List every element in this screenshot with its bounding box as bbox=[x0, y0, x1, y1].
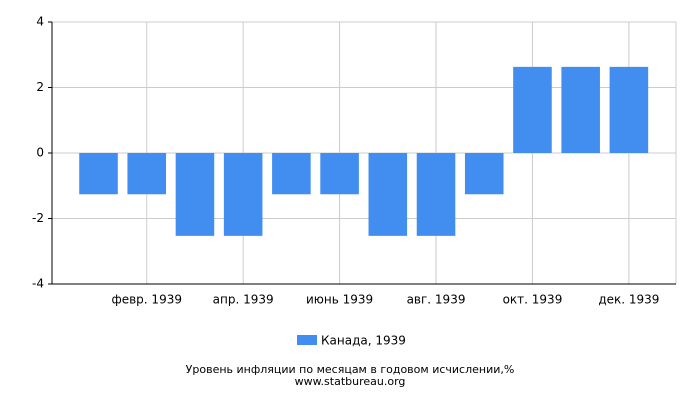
legend-label: Канада, 1939 bbox=[321, 334, 406, 348]
y-tick-label: 4 bbox=[36, 15, 44, 29]
legend-swatch bbox=[297, 335, 317, 345]
bar bbox=[513, 66, 552, 153]
bar bbox=[609, 66, 649, 153]
source: www.statbureau.org bbox=[295, 375, 406, 388]
y-tick-label: 0 bbox=[36, 146, 44, 160]
bar bbox=[320, 153, 359, 195]
x-tick-label: окт. 1939 bbox=[503, 293, 563, 307]
x-tick-label: авг. 1939 bbox=[407, 293, 466, 307]
bar bbox=[175, 153, 215, 236]
x-tick-label: июнь 1939 bbox=[306, 293, 373, 307]
bar bbox=[79, 153, 118, 195]
x-tick-label: апр. 1939 bbox=[213, 293, 274, 307]
bar bbox=[561, 66, 600, 153]
y-tick-label: -2 bbox=[32, 211, 44, 225]
x-tick-label: февр. 1939 bbox=[111, 293, 182, 307]
y-tick-label: 2 bbox=[36, 80, 44, 94]
y-tick-label: -4 bbox=[32, 277, 44, 291]
bar bbox=[127, 153, 167, 195]
x-tick-label: дек. 1939 bbox=[598, 293, 659, 307]
chart-title: Уровень инфляции по месяцам в годовом ис… bbox=[186, 363, 515, 376]
bar bbox=[464, 153, 504, 195]
bar bbox=[368, 153, 408, 236]
bar bbox=[223, 153, 263, 236]
bar bbox=[272, 153, 311, 195]
bar bbox=[416, 153, 456, 236]
